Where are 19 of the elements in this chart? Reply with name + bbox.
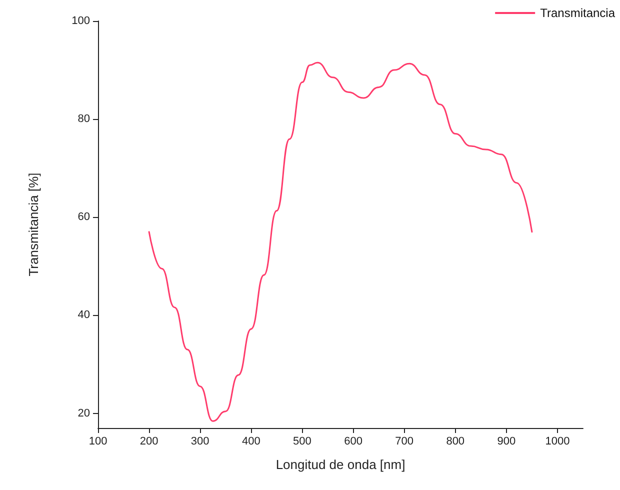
- x-axis-title: Longitud de onda [nm]: [276, 457, 406, 472]
- x-tick-label: 100: [88, 436, 108, 448]
- legend-label: Transmitancia: [540, 6, 616, 20]
- x-tick-label: 800: [446, 436, 465, 448]
- x-tick-label: 1000: [545, 436, 570, 448]
- x-tick-label: 300: [190, 436, 210, 448]
- x-tick-label: 600: [344, 436, 362, 448]
- y-tick-label: 80: [78, 113, 90, 126]
- x-tick-label: 900: [497, 436, 516, 448]
- x-tick-label: 400: [242, 436, 260, 448]
- y-tick-label: 60: [78, 211, 90, 224]
- line-series: [148, 62, 533, 422]
- x-tick-label: 500: [293, 436, 312, 448]
- y-tick-label: 100: [72, 15, 90, 27]
- y-axis-title: Transmitancia [%]: [26, 172, 41, 276]
- x-tick-label: 700: [395, 436, 414, 448]
- y-tick-label: 40: [78, 309, 90, 322]
- y-tick-label: 20: [78, 407, 90, 420]
- x-tick-label: 200: [140, 436, 158, 448]
